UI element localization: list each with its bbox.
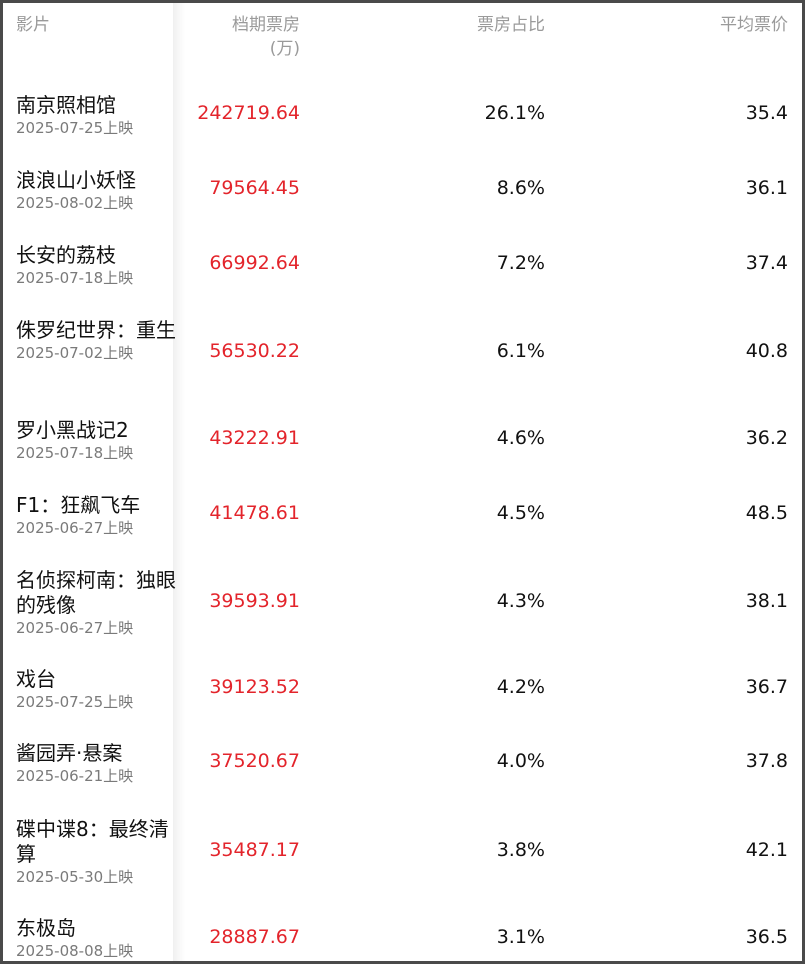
- box-office-value: 39593.91: [209, 590, 300, 612]
- header-share[interactable]: 票房占比: [477, 15, 545, 35]
- film-title-cell: 酱园弄·悬案 2025-06-21上映: [16, 741, 176, 786]
- release-date: 2025-07-18上映: [16, 269, 134, 287]
- avg-price-value: 36.5: [745, 926, 788, 948]
- header-box-office-label: 档期票房: [232, 15, 300, 35]
- release-date: 2025-06-21上映: [16, 767, 134, 785]
- share-value: 7.2%: [496, 252, 545, 274]
- share-value: 4.2%: [496, 676, 545, 698]
- box-office-value: 39123.52: [209, 676, 300, 698]
- share-value: 4.3%: [496, 590, 545, 612]
- box-office-value: 242719.64: [197, 102, 300, 124]
- box-office-value: 37520.67: [209, 750, 300, 772]
- table-header: 影片 档期票房 (万) 票房占比 平均票价: [3, 3, 802, 83]
- box-office-value: 28887.67: [209, 926, 300, 948]
- avg-price-value: 38.1: [745, 590, 788, 612]
- release-date: 2025-08-08上映: [16, 942, 134, 960]
- release-date: 2025-05-30上映: [16, 868, 134, 886]
- film-title-cell: 南京照相馆 2025-07-25上映: [16, 93, 176, 138]
- box-office-value: 43222.91: [209, 427, 300, 449]
- film-title-cell: 长安的荔枝 2025-07-18上映: [16, 243, 176, 288]
- film-title-cell: 名侦探柯南：独眼的残像 2025-06-27上映: [16, 568, 176, 638]
- film-title: 长安的荔枝: [16, 243, 116, 267]
- share-value: 3.1%: [496, 926, 545, 948]
- film-title: 戏台: [16, 667, 56, 691]
- avg-price-value: 37.8: [745, 750, 788, 772]
- share-value: 4.0%: [496, 750, 545, 772]
- film-title: 南京照相馆: [16, 93, 116, 117]
- share-value: 3.8%: [496, 839, 545, 861]
- release-date: 2025-07-18上映: [16, 444, 134, 462]
- film-title-cell: 侏罗纪世界：重生 2025-07-02上映: [16, 318, 176, 363]
- avg-price-value: 36.7: [745, 676, 788, 698]
- film-title-cell: 浪浪山小妖怪 2025-08-02上映: [16, 168, 176, 213]
- share-value: 8.6%: [496, 177, 545, 199]
- header-avg-price[interactable]: 平均票价: [720, 15, 788, 35]
- release-date: 2025-06-27上映: [16, 519, 134, 537]
- box-office-value: 79564.45: [209, 177, 300, 199]
- avg-price-value: 36.1: [745, 177, 788, 199]
- film-title: 酱园弄·悬案: [16, 741, 123, 765]
- avg-price-value: 37.4: [745, 252, 788, 274]
- film-title-cell: F1：狂飙飞车 2025-06-27上映: [16, 493, 176, 538]
- avg-price-value: 40.8: [745, 340, 788, 362]
- header-box-office[interactable]: 档期票房 (万): [232, 13, 300, 61]
- film-title: 碟中谍8：最终清算: [16, 817, 169, 866]
- box-office-value: 56530.22: [209, 340, 300, 362]
- avg-price-value: 48.5: [745, 502, 788, 524]
- header-film[interactable]: 影片: [16, 15, 50, 35]
- film-title: 名侦探柯南：独眼的残像: [16, 568, 176, 617]
- release-date: 2025-07-25上映: [16, 693, 134, 711]
- share-value: 6.1%: [496, 340, 545, 362]
- box-office-value: 66992.64: [209, 252, 300, 274]
- release-date: 2025-08-02上映: [16, 194, 134, 212]
- film-title-cell: 戏台 2025-07-25上映: [16, 667, 176, 712]
- film-title: 侏罗纪世界：重生: [16, 318, 176, 342]
- film-title-cell: 碟中谍8：最终清算 2025-05-30上映: [16, 817, 176, 887]
- release-date: 2025-07-02上映: [16, 344, 134, 362]
- release-date: 2025-07-25上映: [16, 119, 134, 137]
- film-title: 浪浪山小妖怪: [16, 168, 136, 192]
- film-title: 东极岛: [16, 916, 76, 940]
- share-value: 4.5%: [496, 502, 545, 524]
- box-office-value: 41478.61: [209, 502, 300, 524]
- share-value: 4.6%: [496, 427, 545, 449]
- film-title-cell: 东极岛 2025-08-08上映: [16, 916, 176, 961]
- avg-price-value: 36.2: [745, 427, 788, 449]
- header-box-office-unit: (万): [269, 39, 300, 59]
- film-title: 罗小黑战记2: [16, 418, 129, 442]
- avg-price-value: 42.1: [745, 839, 788, 861]
- film-title-cell: 罗小黑战记2 2025-07-18上映: [16, 418, 176, 463]
- avg-price-value: 35.4: [745, 102, 788, 124]
- release-date: 2025-06-27上映: [16, 619, 134, 637]
- box-office-value: 35487.17: [209, 839, 300, 861]
- share-value: 26.1%: [484, 102, 545, 124]
- film-title: F1：狂飙飞车: [16, 493, 141, 517]
